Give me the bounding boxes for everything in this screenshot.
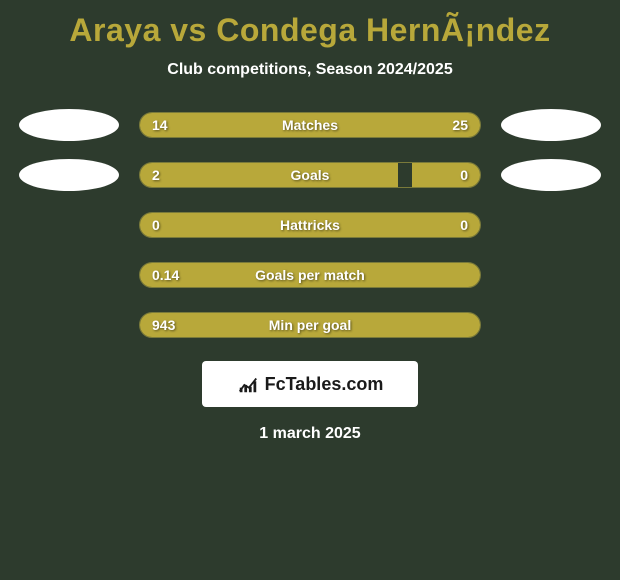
player-avatar-right: [501, 109, 601, 141]
stat-bar: 0.14 Goals per match: [139, 262, 481, 288]
date-text: 1 march 2025: [0, 425, 620, 443]
player-avatar-right: [501, 159, 601, 191]
bar-left-fill: 2: [140, 163, 398, 187]
bar-value-left: 0.14: [152, 267, 179, 283]
stat-bar: 0 Hattricks 0: [139, 212, 481, 238]
stat-row: 0.14 Goals per match: [0, 259, 620, 291]
player-avatar-left: [19, 159, 119, 191]
logo-text: FcTables.com: [265, 374, 384, 395]
player-avatar-left: [19, 109, 119, 141]
bar-label: Min per goal: [269, 317, 351, 333]
stat-row: 2 Goals 0: [0, 159, 620, 191]
bar-right-fill: [412, 163, 480, 187]
bar-value-left: 0: [152, 217, 160, 233]
stats-container: 14 Matches 25 2 Goals 0 0 Hattricks 0 0.14 Goals p…: [0, 109, 620, 341]
stat-row: 943 Min per goal: [0, 309, 620, 341]
logo-box: FcTables.com: [202, 361, 418, 407]
bar-value-right: 0: [460, 217, 468, 233]
stat-bar: 14 Matches 25: [139, 112, 481, 138]
bar-value-right: 25: [452, 117, 468, 133]
avatar-spacer: [19, 209, 119, 241]
bar-label: Matches: [282, 117, 338, 133]
bar-label: Hattricks: [280, 217, 340, 233]
stat-row: 0 Hattricks 0: [0, 209, 620, 241]
bar-value-left: 14: [152, 117, 168, 133]
bar-label: Goals per match: [255, 267, 365, 283]
stat-bar: 2 Goals 0: [139, 162, 481, 188]
chart-icon: [237, 373, 259, 395]
stat-row: 14 Matches 25: [0, 109, 620, 141]
avatar-spacer: [19, 309, 119, 341]
avatar-spacer: [501, 259, 601, 291]
bar-value-right: 0: [460, 167, 468, 183]
avatar-spacer: [501, 309, 601, 341]
bar-value-left: 2: [152, 167, 160, 183]
avatar-spacer: [19, 259, 119, 291]
page-title: Araya vs Condega HernÃ¡ndez: [0, 0, 620, 49]
bar-label: Goals: [291, 167, 330, 183]
avatar-spacer: [501, 209, 601, 241]
stat-bar: 943 Min per goal: [139, 312, 481, 338]
bar-value-left: 943: [152, 317, 175, 333]
bar-left-fill: 14: [140, 113, 262, 137]
subtitle: Club competitions, Season 2024/2025: [0, 61, 620, 79]
